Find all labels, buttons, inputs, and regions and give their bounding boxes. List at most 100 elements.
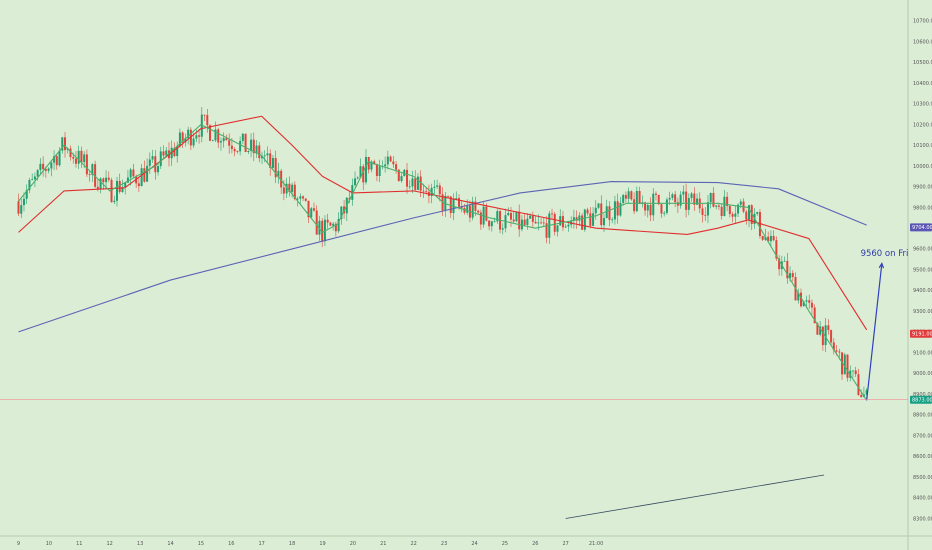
candle-body bbox=[299, 196, 302, 199]
candle-body bbox=[663, 212, 666, 214]
candle-body bbox=[624, 195, 627, 199]
candle-body bbox=[627, 191, 630, 199]
candle-body bbox=[310, 208, 313, 218]
candle-body bbox=[85, 154, 88, 175]
candle-body bbox=[269, 153, 272, 168]
candle-body bbox=[668, 197, 671, 200]
candle-body bbox=[277, 170, 280, 178]
candle-body bbox=[605, 206, 608, 219]
candle-body bbox=[846, 354, 849, 378]
price-tick-label: 8300.00 bbox=[913, 516, 932, 522]
candle-body bbox=[479, 212, 482, 225]
time-tick-label: 21:00 bbox=[589, 541, 603, 547]
candle-body bbox=[671, 194, 674, 198]
candle-body bbox=[490, 221, 493, 227]
annotation-label: 9560 on Fri bbox=[861, 249, 909, 259]
candle-body bbox=[124, 182, 127, 188]
series-line bbox=[18, 123, 868, 401]
candle-body bbox=[28, 179, 31, 191]
candle-body bbox=[600, 203, 603, 226]
candle-body bbox=[230, 145, 233, 150]
candle-body bbox=[25, 190, 28, 199]
candle-body bbox=[334, 223, 337, 232]
candle-body bbox=[72, 157, 75, 159]
time-tick-label: 22 bbox=[411, 541, 417, 547]
candle-body bbox=[157, 166, 160, 173]
candle-body bbox=[395, 164, 398, 170]
price-tick-label: 8400.00 bbox=[913, 496, 932, 502]
candle-body bbox=[96, 186, 99, 190]
candle-body bbox=[178, 132, 181, 147]
candle-body bbox=[406, 169, 409, 187]
candle-body bbox=[384, 164, 387, 167]
candle-body bbox=[654, 193, 657, 195]
price-badge bbox=[910, 223, 932, 232]
candle-body bbox=[58, 150, 61, 166]
price-tick-label: 10000.00 bbox=[913, 164, 932, 170]
candle-body bbox=[146, 165, 149, 182]
price-tick-label: 8800.00 bbox=[913, 413, 932, 419]
candle-body bbox=[679, 194, 682, 206]
candle-body bbox=[537, 222, 540, 224]
candle-body bbox=[217, 129, 220, 143]
candle-body bbox=[252, 139, 255, 154]
price-badge-label: 9704.00 bbox=[912, 225, 932, 231]
candle-body bbox=[219, 141, 222, 143]
time-tick-label: 12 bbox=[107, 541, 113, 547]
price-badge bbox=[910, 329, 932, 338]
candle-body bbox=[540, 222, 543, 224]
candle-body bbox=[209, 125, 212, 141]
candle-body bbox=[824, 325, 827, 346]
candle-body bbox=[789, 273, 792, 279]
candle-body bbox=[291, 184, 294, 192]
candle-body bbox=[148, 159, 151, 166]
candle-body bbox=[419, 176, 422, 191]
candle-body bbox=[359, 166, 362, 178]
candle-body bbox=[214, 129, 217, 141]
candle-body bbox=[304, 198, 307, 201]
candle-body bbox=[280, 170, 283, 188]
candle-body bbox=[701, 208, 704, 215]
candle-body bbox=[690, 193, 693, 199]
candle-body bbox=[731, 214, 734, 217]
candle-body bbox=[682, 191, 685, 195]
candle-body bbox=[282, 187, 285, 194]
candle-body bbox=[416, 176, 419, 190]
candle-body bbox=[88, 174, 91, 176]
candle-body bbox=[414, 178, 417, 190]
price-tick-label: 9600.00 bbox=[913, 247, 932, 253]
price-tick-label: 10200.00 bbox=[913, 122, 932, 128]
candle-body bbox=[397, 169, 400, 182]
candle-body bbox=[165, 150, 168, 156]
candle-body bbox=[466, 205, 469, 213]
candle-body bbox=[115, 180, 118, 201]
time-tick-label: 11 bbox=[76, 541, 82, 547]
candle-body bbox=[676, 202, 679, 206]
candle-body bbox=[748, 205, 751, 220]
candle-body bbox=[356, 177, 359, 179]
candle-body bbox=[455, 198, 458, 199]
candle-body bbox=[143, 168, 146, 182]
candle-body bbox=[545, 223, 548, 238]
candle-body bbox=[340, 206, 343, 219]
candle-body bbox=[367, 157, 370, 170]
time-tick-label: 17 bbox=[259, 541, 265, 547]
candle-body bbox=[321, 220, 324, 242]
candle-body bbox=[608, 206, 611, 220]
candle-body bbox=[44, 169, 47, 171]
candle-body bbox=[592, 213, 595, 226]
candle-body bbox=[687, 198, 690, 210]
price-badges: 9704.00 9191.00 8873.00 bbox=[910, 223, 932, 404]
price-tick-label: 9100.00 bbox=[913, 350, 932, 356]
candle-body bbox=[425, 191, 428, 193]
candle-body bbox=[717, 205, 720, 207]
candle-body bbox=[307, 200, 310, 218]
candle-body bbox=[477, 210, 480, 213]
candle-body bbox=[622, 195, 625, 203]
candle-body bbox=[775, 240, 778, 259]
candle-body bbox=[501, 228, 504, 230]
candle-body bbox=[726, 196, 729, 207]
candle-body bbox=[250, 139, 253, 151]
candle-body bbox=[665, 199, 668, 213]
